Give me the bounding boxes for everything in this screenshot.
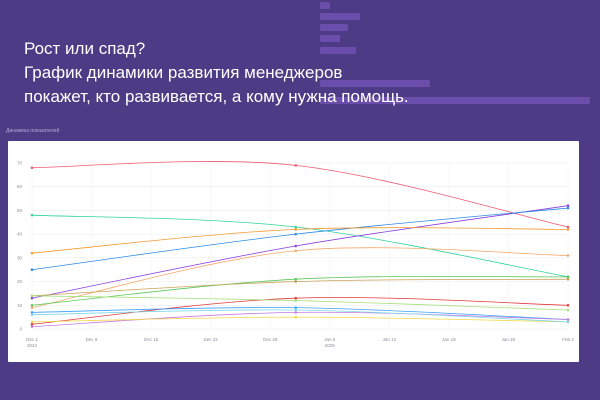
data-point bbox=[30, 325, 34, 328]
data-point bbox=[30, 251, 34, 255]
data-point bbox=[566, 254, 570, 257]
data-point bbox=[30, 306, 34, 309]
y-tick-label: 10 bbox=[17, 303, 23, 308]
background-footer bbox=[0, 375, 600, 400]
x-tick-label: Jan 19 bbox=[442, 337, 456, 342]
data-point bbox=[30, 320, 34, 324]
background-row bbox=[30, 80, 590, 90]
x-tick-label: Dec 29 bbox=[263, 337, 278, 342]
data-point bbox=[294, 249, 298, 253]
headline-line-3: покажет, кто развивается, а кому нужна п… bbox=[24, 87, 409, 106]
y-tick-label: 70 bbox=[17, 161, 23, 166]
data-point bbox=[566, 308, 570, 312]
data-point bbox=[566, 275, 570, 279]
data-point bbox=[294, 232, 298, 236]
data-point bbox=[566, 303, 570, 307]
data-point bbox=[30, 166, 34, 170]
data-point bbox=[566, 228, 570, 231]
headline: Рост или спад? График динамики развития … bbox=[24, 37, 564, 109]
data-point bbox=[30, 311, 34, 314]
headline-line-1: Рост или спад? bbox=[24, 39, 146, 58]
chart-card: 0 10 20 30 40 50 60 70 Dec 1 2024 Dec 8 Dec 15 Dec 2… bbox=[8, 141, 579, 362]
data-point bbox=[566, 277, 570, 281]
data-point bbox=[294, 306, 298, 309]
x-tick-label: Dec 22 bbox=[204, 337, 219, 342]
x-tick-label: Jan 12 bbox=[383, 337, 397, 342]
series-line-5 bbox=[31, 227, 569, 254]
x-tick-label: Dec 1 bbox=[26, 337, 38, 342]
section-title: Динамика показателей bbox=[6, 128, 60, 134]
x-tick-label: Dec 8 bbox=[86, 337, 98, 342]
y-tick-label: 0 bbox=[19, 327, 22, 332]
data-point bbox=[566, 206, 570, 210]
data-point bbox=[30, 322, 34, 326]
data-point bbox=[566, 320, 570, 324]
y-tick-label: 20 bbox=[17, 279, 23, 284]
y-tick-label: 50 bbox=[17, 208, 23, 213]
background-row bbox=[30, 2, 590, 12]
data-point bbox=[294, 296, 298, 300]
x-tick-label: Jan 5 bbox=[324, 337, 336, 342]
data-point bbox=[30, 268, 34, 272]
data-point bbox=[30, 303, 34, 307]
y-tick-label: 30 bbox=[17, 255, 23, 260]
x-tick-year-label: 2024 bbox=[27, 343, 38, 348]
data-point bbox=[566, 318, 570, 321]
data-point bbox=[294, 164, 298, 167]
x-tick-label: Jan 26 bbox=[502, 337, 516, 342]
data-point bbox=[30, 294, 34, 298]
data-point bbox=[30, 296, 34, 300]
y-tick-label: 40 bbox=[17, 232, 23, 237]
data-point bbox=[294, 244, 298, 248]
data-point bbox=[294, 277, 298, 281]
series-line-3 bbox=[31, 205, 569, 299]
x-tick-year-label: 2025 bbox=[325, 343, 336, 348]
data-point bbox=[294, 315, 298, 319]
data-point bbox=[294, 311, 298, 314]
background-row bbox=[30, 47, 590, 57]
background-row bbox=[30, 35, 590, 45]
background-row bbox=[30, 97, 590, 107]
x-tick-label: Feb 2 bbox=[562, 337, 574, 342]
background-row bbox=[30, 24, 590, 34]
data-point bbox=[566, 225, 570, 229]
y-tick-label: 60 bbox=[17, 184, 23, 189]
series-line-6 bbox=[31, 247, 569, 309]
data-point bbox=[30, 313, 34, 317]
data-point bbox=[294, 280, 298, 283]
data-point bbox=[294, 225, 298, 229]
x-tick-label: Dec 15 bbox=[144, 337, 159, 342]
headline-line-2: График динамики развития менеджеров bbox=[24, 63, 343, 82]
series-line-2 bbox=[31, 214, 569, 278]
data-point bbox=[294, 308, 298, 312]
data-point bbox=[294, 299, 298, 302]
data-point bbox=[566, 204, 570, 207]
background-ranking-table bbox=[0, 0, 600, 125]
data-point bbox=[30, 213, 34, 217]
background-row bbox=[30, 13, 590, 23]
series-line-12 bbox=[31, 311, 569, 328]
data-point bbox=[294, 228, 298, 231]
